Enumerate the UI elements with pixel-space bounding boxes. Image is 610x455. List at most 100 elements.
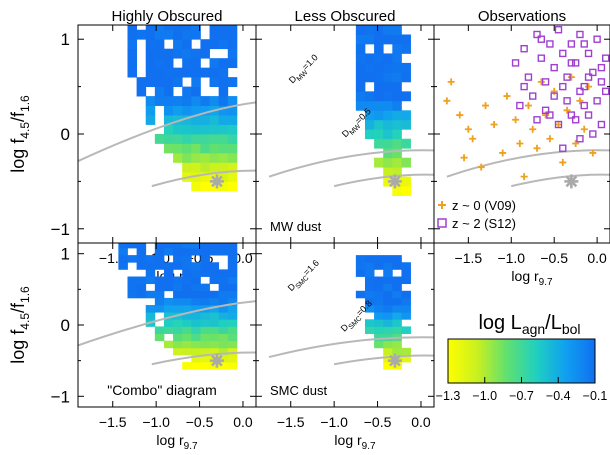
heatmap-cell (154, 25, 165, 31)
heatmap-cell (209, 319, 220, 327)
heatmap-cell (374, 72, 384, 83)
heatmap-cell (154, 77, 165, 88)
heatmap-cell (209, 243, 220, 249)
heatmap-cell (209, 77, 220, 88)
heatmap-cell (383, 326, 393, 334)
y-axis-label-mid: /f (8, 111, 28, 122)
heatmap-cell (145, 262, 156, 270)
heatmap-cell (163, 105, 174, 116)
heatmap-cell (218, 247, 229, 256)
data-point-plus (546, 135, 554, 143)
y-axis-label: log f4.5/f1.6 (8, 286, 32, 364)
x-tick-label: −1.0 (142, 414, 170, 430)
heatmap-cell (401, 186, 411, 197)
heatmap-cell (392, 100, 402, 111)
heatmap-cell (173, 39, 183, 50)
heatmap-cell (401, 312, 411, 320)
heatmap-cell (227, 29, 238, 40)
heatmap-cell (191, 181, 201, 192)
heatmap-cell (227, 171, 238, 182)
heatmap-cell (218, 340, 229, 349)
heatmap-cell (374, 297, 384, 306)
curve-label: DSMC=1.6 (286, 258, 323, 295)
heatmap-cell (383, 53, 393, 64)
heatmap-cell (374, 340, 384, 349)
heatmap-cell (392, 255, 402, 263)
heatmap-cell (227, 312, 238, 320)
data-point-square (597, 120, 606, 129)
data-point-square (584, 111, 593, 119)
heatmap-cell (364, 269, 375, 277)
heatmap-cell (145, 255, 156, 263)
dust-curve (333, 173, 434, 188)
x-tick-label: −1.5 (99, 414, 127, 430)
data-point-square (559, 144, 567, 152)
heatmap-cell (218, 162, 229, 173)
heatmap-cell (154, 67, 165, 78)
heatmap-cell (401, 43, 411, 54)
panel-annotation: MW dust (270, 219, 322, 234)
heatmap-cell (209, 326, 220, 334)
heatmap-cell (401, 62, 411, 73)
heatmap-cell (209, 29, 220, 40)
heatmap-cell (163, 247, 174, 256)
heatmap-cell (374, 62, 384, 73)
heatmap-cell (154, 333, 165, 342)
curve-label-value: =1.0 (300, 52, 320, 72)
y-axis-label-sub: 4.5 (18, 313, 32, 330)
heatmap-cell (383, 138, 393, 149)
heatmap-cell (182, 319, 192, 327)
heatmap-cell (173, 340, 183, 349)
data-point-plus (516, 139, 524, 147)
heatmap-cell (118, 262, 128, 270)
heatmap-cell (355, 43, 366, 54)
heatmap-cell (374, 34, 384, 45)
heatmap-cell (182, 340, 192, 349)
heatmap-cell (209, 290, 220, 299)
heatmap-cell (392, 25, 402, 35)
colorbar-tick-label: −0.4 (546, 389, 571, 403)
data-point-plus (490, 121, 498, 129)
heatmap-cell (227, 124, 238, 135)
heatmap-cell (118, 243, 128, 249)
heatmap-cell (145, 48, 156, 59)
heatmap-cell (173, 255, 183, 263)
data-point-plus (456, 111, 464, 119)
heatmap-cell (173, 105, 183, 116)
heatmap-cell (191, 152, 201, 163)
heatmap-cell (383, 362, 393, 370)
heatmap-cell (209, 152, 220, 163)
heatmap-cell (383, 262, 393, 270)
heatmap-cell (218, 67, 229, 78)
heatmap-cell (227, 305, 238, 313)
heatmap-cell (182, 283, 192, 292)
heatmap-cell (200, 354, 210, 363)
heatmap-cell (191, 247, 201, 256)
heatmap-cell (154, 283, 165, 292)
heatmap-cell (182, 333, 192, 342)
heatmap-cell (182, 152, 192, 163)
heatmap-cell (127, 25, 138, 31)
data-point-plus (559, 158, 567, 166)
heatmap-cell (401, 347, 411, 356)
data-point-square (533, 116, 541, 124)
data-point-square (584, 49, 593, 58)
heatmap-cell (227, 115, 238, 125)
data-point-square (563, 97, 571, 105)
data-point-square (567, 111, 576, 119)
heatmap-cell (127, 290, 138, 299)
heatmap-cell (401, 297, 411, 306)
heatmap-cell (227, 354, 238, 363)
heatmap-cell (191, 283, 201, 292)
heatmap-cell (163, 283, 174, 292)
data-point-plus (482, 102, 490, 110)
x-axis-label-main: log r (511, 268, 539, 284)
heatmap-cell (127, 283, 138, 292)
heatmap-cell (209, 171, 220, 182)
heatmap-cell (173, 77, 183, 88)
heatmap-cell (200, 152, 210, 163)
heatmap-cell (191, 290, 201, 299)
heatmap-cell (364, 53, 375, 64)
